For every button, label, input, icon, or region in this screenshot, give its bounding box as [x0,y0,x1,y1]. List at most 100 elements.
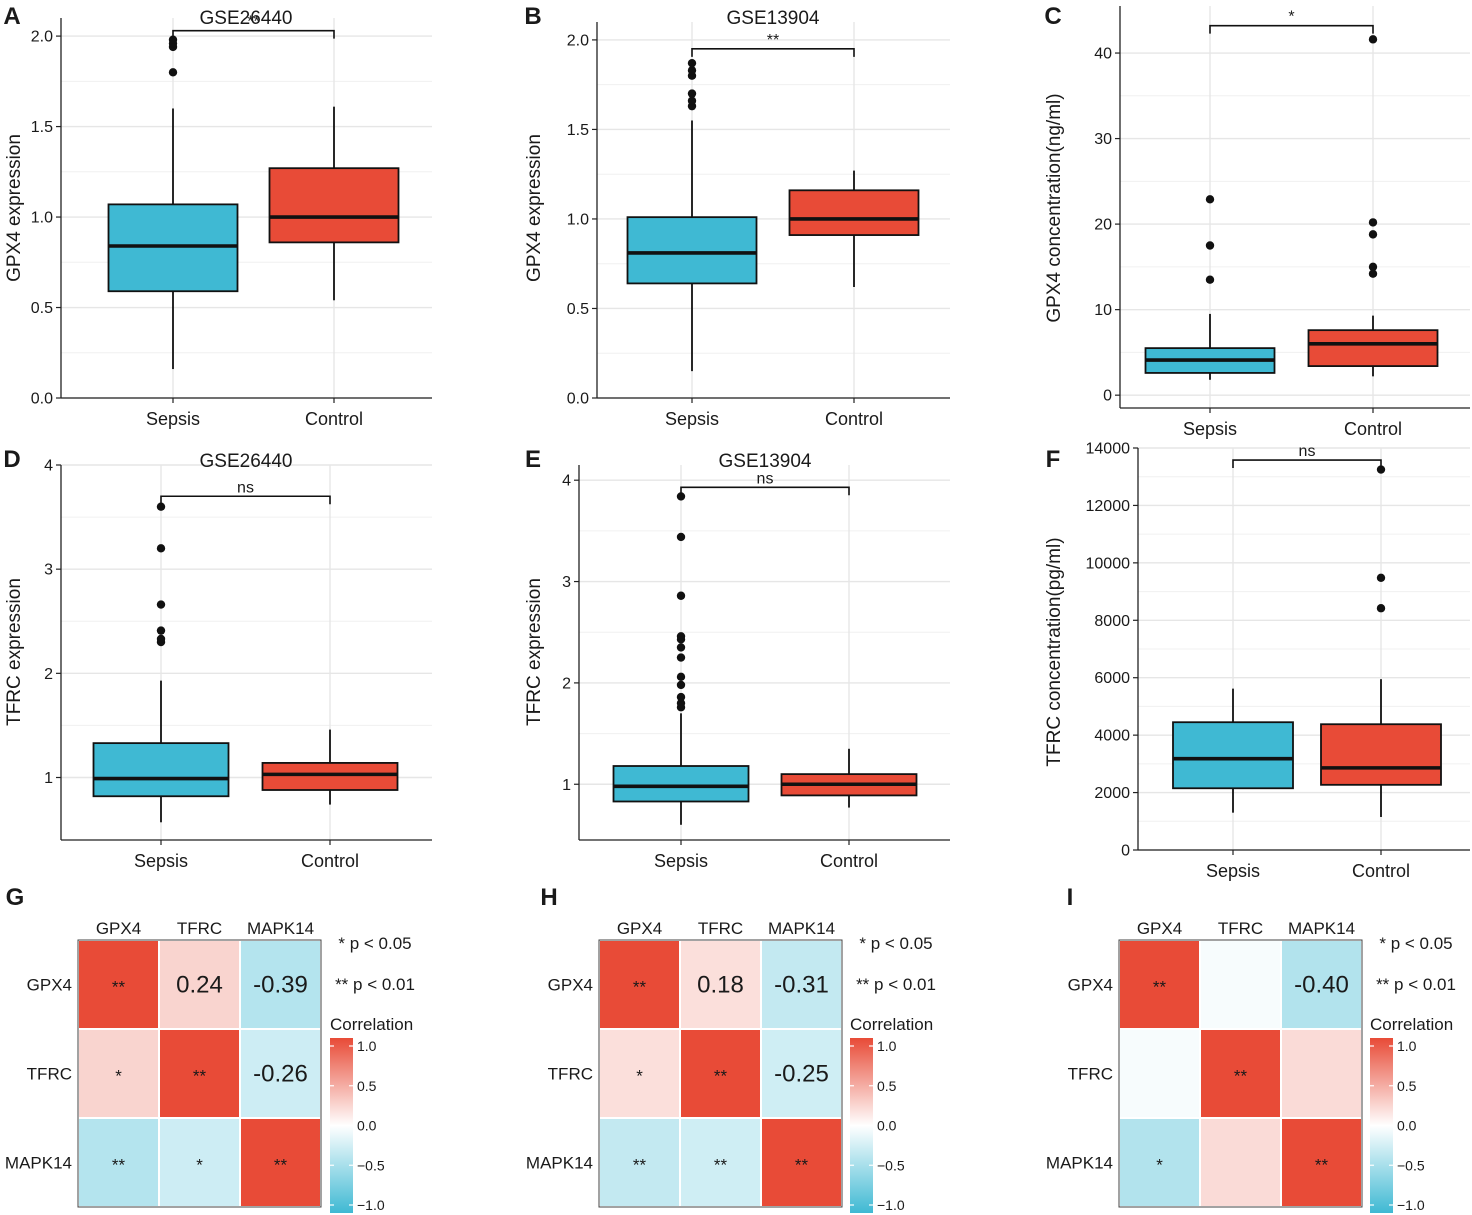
heatmap-cell [679,1028,762,1119]
correlation-value: -0.25 [774,1061,829,1088]
panel-label: G [6,884,25,911]
y-tick-label: 1.5 [567,122,589,139]
significance-mark: ** [714,1067,728,1086]
grid [1138,447,1470,851]
outlier-point [1376,604,1386,613]
heatmap-cell [1199,1117,1282,1208]
correlation-value: 0.24 [176,972,223,999]
row-label: TFRC [27,1065,72,1084]
outlier-point [156,634,166,644]
significance-bracket: ** [691,32,855,57]
y-tick-label: 12000 [1086,498,1131,515]
box-iqr [92,742,230,798]
panel-title: GSE13904 [727,8,820,29]
legend-tick-label: 1.0 [357,1038,377,1054]
box-sepsis [92,502,230,823]
panel-label: A [3,3,20,30]
heatmap-cell [679,1117,762,1208]
y-tick-label: 2 [44,666,53,683]
y-tick-label: 4000 [1094,728,1130,745]
significance-mark: ** [274,1156,288,1175]
x-tick-label: Sepsis [1206,861,1260,881]
significance-mark: * [1156,1156,1163,1175]
correlation-value: -0.40 [1294,972,1349,999]
heatmap-cell [1118,1028,1201,1119]
significance-bracket: ** [172,14,335,39]
legend-colorbar [330,1038,353,1213]
y-tick-label: 3 [44,562,53,579]
column-label: GPX4 [96,919,141,938]
outlier-point [1368,262,1378,272]
panel-title: GSE26440 [200,451,293,472]
significance-mark: ** [1315,1156,1329,1175]
outlier-point [676,632,686,641]
outlier-point [676,698,686,708]
box-iqr [268,167,400,244]
heatmap-cell [239,1117,322,1208]
outlier-point [687,96,697,105]
heatmap-panel-h: H GPX4 GPX4 TFRC TFRC MAPK14 MAPK14 ** 0.18 -0.31… [526,884,936,1213]
significance-mark: * [636,1067,643,1086]
outlier-point [1368,218,1378,227]
x-tick-label: Control [301,851,359,871]
y-tick-label: 0.5 [567,301,589,318]
y-tick-label: 6000 [1094,670,1130,687]
box-iqr [1172,721,1294,790]
row-label: GPX4 [1068,976,1113,995]
bracket-line [680,486,850,496]
x-tick-label: Control [305,409,363,429]
legend-tick-label: 0.0 [1397,1118,1417,1134]
box-sepsis [612,492,750,825]
legend-tick-label: 0.0 [357,1118,377,1134]
heatmap-border [598,939,843,1208]
y-tick-label: 0 [1121,843,1130,860]
correlation-legend: Correlation 1.0 0.5 0.0 −0.5 −1.0 [850,1015,933,1213]
heatmap-cell [598,1028,681,1119]
box-iqr [107,203,239,293]
outlier-point [1368,269,1378,278]
legend-title: Correlation [1370,1015,1453,1034]
significance-mark: ** [193,1067,207,1086]
x-tick-label: Sepsis [134,851,188,871]
correlation-value: -0.26 [253,1061,308,1088]
box-sepsis [1144,195,1276,380]
x-tick-label: Sepsis [665,409,719,429]
box-iqr [612,765,750,803]
outlier-point [676,672,686,682]
panel-label: D [3,446,20,473]
heatmap-cell [77,1117,160,1208]
heatmap-cell [1199,939,1282,1030]
outlier-point [676,680,686,690]
outlier-point [676,643,686,652]
significance-label: ** [767,32,779,49]
legend-tick-label: 0.5 [357,1078,377,1094]
y-tick-label: 4 [44,458,53,475]
legend-tick-label: 0.5 [877,1078,897,1094]
correlation-value: -0.31 [774,972,829,999]
panel-label: B [524,3,541,30]
panel-title: GSE26440 [200,8,293,29]
box-sepsis [1172,688,1294,813]
row-label: GPX4 [27,976,72,995]
outlier-point [676,653,686,662]
outlier-point [676,492,686,501]
significance-label: ns [237,479,254,496]
y-tick-label: 1.0 [567,211,589,228]
panel-label: F [1046,446,1061,473]
row-label: GPX4 [548,976,593,995]
significance-bracket: * [1209,9,1374,34]
outlier-point [168,35,178,44]
significance-mark: * [196,1156,203,1175]
box-panel-f: 0 2000 4000 6000 8000 10000 12000 14000 Sepsis Co… [1044,441,1470,881]
significance-label: ns [1299,443,1316,460]
y-tick-label: 1 [562,777,571,794]
note-p001: ** p < 0.01 [856,975,936,994]
x-tick-label: Sepsis [654,851,708,871]
significance-mark: ** [112,1156,126,1175]
y-tick-label: 14000 [1086,441,1131,458]
legend-tick-label: −1.0 [357,1197,385,1213]
y-tick-label: 2.0 [567,32,589,49]
heatmap-border [77,939,322,1208]
y-tick-label: 1.5 [31,119,53,136]
